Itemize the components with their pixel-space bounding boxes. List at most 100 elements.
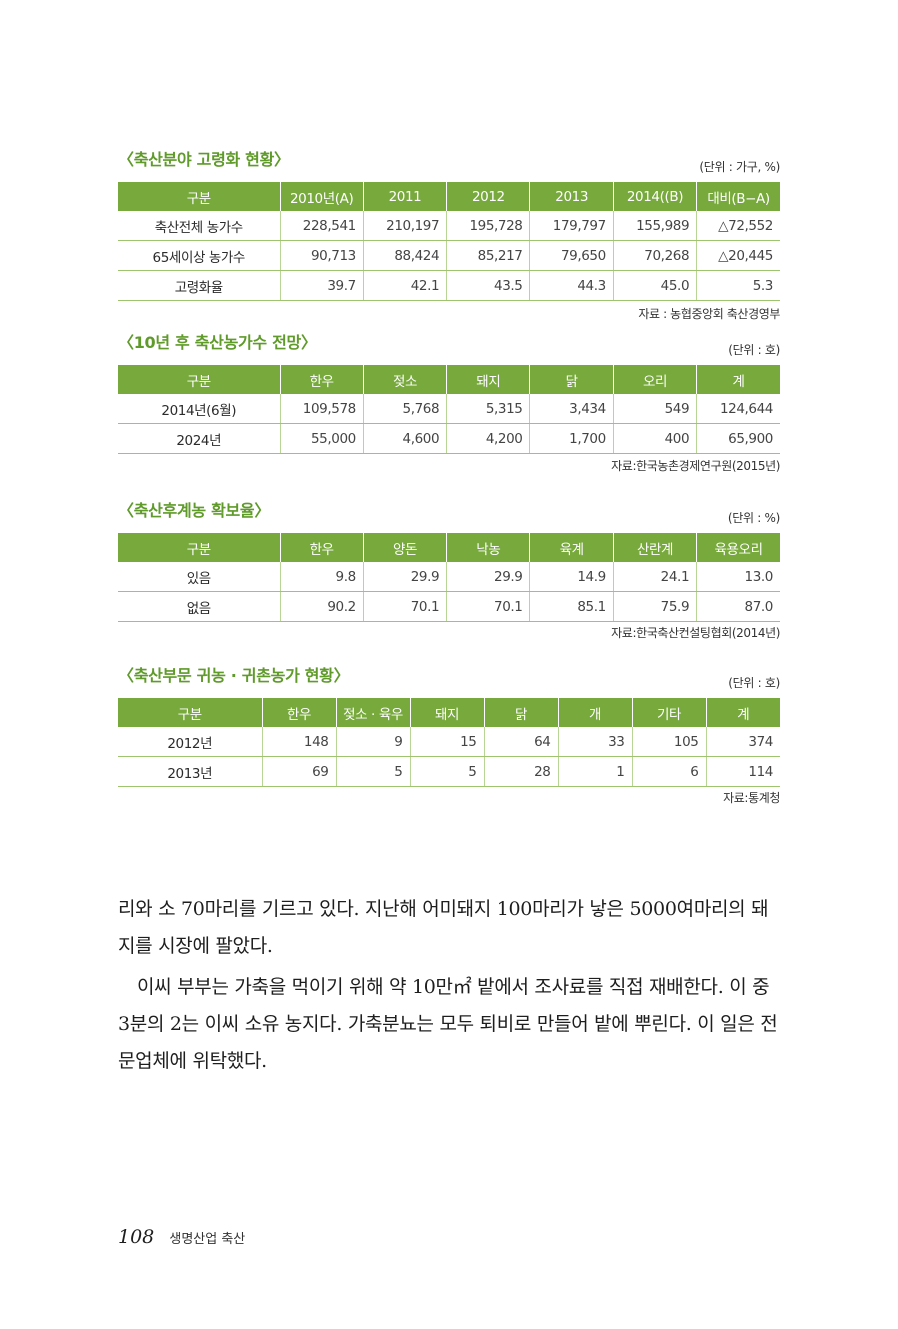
table-cell: 2013년 <box>118 756 262 787</box>
header-cell: 돼지 <box>446 365 530 394</box>
table-cell: 15 <box>409 727 484 757</box>
paragraph: 리와 소 70마리를 기르고 있다. 지난해 어미돼지 100마리가 낳은 50… <box>118 898 769 957</box>
table-header-row: 구분 한우 젖소 돼지 닭 오리 계 <box>118 365 780 394</box>
table-cell: 70,268 <box>612 240 697 271</box>
table-row: 2014년(6월) 109,578 5,768 5,315 3,434 549 … <box>118 394 780 424</box>
book-title: 생명산업 축산 <box>169 1232 246 1247</box>
table-cell: 85.1 <box>529 591 614 622</box>
table-cell: 33 <box>557 727 632 757</box>
header-cell: 닭 <box>529 365 614 394</box>
table-row: 없음 90.2 70.1 70.1 85.1 75.9 87.0 <box>118 591 780 622</box>
header-cell: 구분 <box>118 533 280 562</box>
data-table: 구분 한우 젖소 · 육우 돼지 닭 개 기타 계 2012년 148 9 15… <box>118 698 780 787</box>
header-cell: 젖소 <box>362 365 447 394</box>
table-cell: △72,552 <box>696 211 780 241</box>
table-cell: 5.3 <box>696 270 780 301</box>
header-cell: 개 <box>557 698 632 727</box>
table-cell: 65세이상 농가수 <box>118 240 280 271</box>
table-unit: (단위 : 호) <box>728 676 780 690</box>
table-cell: 64 <box>483 727 558 757</box>
header-cell: 계 <box>696 365 780 394</box>
table-cell: 55,000 <box>279 423 364 454</box>
data-table: 구분 한우 젖소 돼지 닭 오리 계 2014년(6월) 109,578 5,7… <box>118 365 780 454</box>
table-cell: 9 <box>335 727 410 757</box>
header-cell: 육계 <box>529 533 614 562</box>
table-cell: 2012년 <box>118 727 262 757</box>
header-cell: 한우 <box>261 698 336 727</box>
table-cell: 114 <box>705 756 780 787</box>
table-cell: 4,600 <box>362 423 447 454</box>
table-cell: 155,989 <box>612 211 697 241</box>
table-cell: 69 <box>261 756 336 787</box>
header-cell: 오리 <box>612 365 697 394</box>
header-cell: 양돈 <box>362 533 447 562</box>
header-cell: 계 <box>705 698 780 727</box>
table-row: 2012년 148 9 15 64 33 105 374 <box>118 727 780 757</box>
table-cell: 90,713 <box>279 240 364 271</box>
table-unit: (단위 : 호) <box>728 343 780 357</box>
page-number: 108 <box>118 1226 155 1248</box>
table-source: 자료:통계청 <box>723 791 780 805</box>
table-title: 〈10년 후 축산농가수 전망〉 <box>118 333 317 352</box>
header-cell: 구분 <box>118 365 280 394</box>
data-table: 구분 한우 양돈 낙농 육계 산란계 육용오리 있음 9.8 29.9 29.9… <box>118 533 780 622</box>
table-title: 〈축산분야 고령화 현황〉 <box>118 150 290 169</box>
table-block-successor: 〈축산후계농 확보율〉 (단위 : %) 구분 한우 양돈 낙농 육계 산란계 … <box>118 497 780 647</box>
table-cell: 124,644 <box>696 394 780 424</box>
header-cell: 구분 <box>118 182 280 211</box>
table-cell: 148 <box>261 727 336 757</box>
header-cell: 2010년(A) <box>279 182 364 211</box>
table-row: 축산전체 농가수 228,541 210,197 195,728 179,797… <box>118 211 780 241</box>
table-cell: 374 <box>705 727 780 757</box>
header-cell: 대비(B−A) <box>696 182 780 211</box>
table-cell: 있음 <box>118 562 280 592</box>
table-cell: 14.9 <box>529 562 614 592</box>
table-cell: 70.1 <box>446 591 530 622</box>
table-cell: 13.0 <box>696 562 780 592</box>
table-header-row: 구분 2010년(A) 2011 2012 2013 2014((B) 대비(B… <box>118 182 780 211</box>
table-cell: 고령화율 <box>118 270 280 301</box>
table-unit: (단위 : %) <box>727 511 780 525</box>
table-title: 〈축산부문 귀농 · 귀촌농가 현황〉 <box>118 666 350 685</box>
table-cell: 4,200 <box>446 423 530 454</box>
table-cell: 400 <box>612 423 697 454</box>
table-cell: 79,650 <box>529 240 614 271</box>
table-cell: 5 <box>409 756 484 787</box>
table-cell: 65,900 <box>696 423 780 454</box>
table-cell: 195,728 <box>446 211 530 241</box>
body-text: 리와 소 70마리를 기르고 있다. 지난해 어미돼지 100마리가 낳은 50… <box>118 891 782 1080</box>
header-cell: 한우 <box>279 533 364 562</box>
header-cell: 한우 <box>279 365 364 394</box>
table-cell: 9.8 <box>279 562 364 592</box>
table-cell: 75.9 <box>612 591 697 622</box>
paragraph: 이씨 부부는 가축을 먹이기 위해 약 10만㎡ 밭에서 조사료를 직접 재배한… <box>118 976 778 1072</box>
table-source: 자료:한국축산컨설팅협회(2014년) <box>611 626 780 640</box>
header-cell: 2014((B) <box>612 182 697 211</box>
header-cell: 닭 <box>483 698 558 727</box>
table-unit: (단위 : 가구, %) <box>699 160 780 174</box>
table-cell: 228,541 <box>279 211 364 241</box>
table-cell: 5,315 <box>446 394 530 424</box>
table-cell: 39.7 <box>279 270 364 301</box>
table-cell: 29.9 <box>446 562 530 592</box>
table-row: 고령화율 39.7 42.1 43.5 44.3 45.0 5.3 <box>118 270 780 301</box>
table-block-aging: 〈축산분야 고령화 현황〉 (단위 : 가구, %) 구분 2010년(A) 2… <box>118 146 780 326</box>
table-cell: 179,797 <box>529 211 614 241</box>
table-cell: 없음 <box>118 591 280 622</box>
table-cell: 87.0 <box>696 591 780 622</box>
table-cell: 43.5 <box>446 270 530 301</box>
table-cell: 42.1 <box>362 270 447 301</box>
header-cell: 돼지 <box>409 698 484 727</box>
header-cell: 기타 <box>631 698 706 727</box>
table-title: 〈축산후계농 확보율〉 <box>118 501 271 520</box>
table-block-forecast: 〈10년 후 축산농가수 전망〉 (단위 : 호) 구분 한우 젖소 돼지 닭 … <box>118 329 780 479</box>
table-source: 자료 : 농협중앙회 축산경영부 <box>638 307 780 321</box>
header-cell: 2013 <box>529 182 614 211</box>
table-cell: 6 <box>631 756 706 787</box>
table-row: 2013년 69 5 5 28 1 6 114 <box>118 756 780 787</box>
table-cell: 70.1 <box>362 591 447 622</box>
header-cell: 낙농 <box>446 533 530 562</box>
table-cell: 549 <box>612 394 697 424</box>
table-header-row: 구분 한우 양돈 낙농 육계 산란계 육용오리 <box>118 533 780 562</box>
table-cell: 2024년 <box>118 423 280 454</box>
